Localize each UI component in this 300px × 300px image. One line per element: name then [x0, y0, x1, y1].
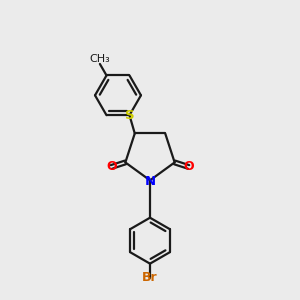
Text: O: O: [183, 160, 194, 173]
Text: N: N: [144, 175, 156, 188]
Text: S: S: [125, 109, 134, 122]
Text: CH₃: CH₃: [89, 54, 110, 64]
Text: O: O: [106, 160, 117, 173]
Text: Br: Br: [142, 271, 158, 284]
